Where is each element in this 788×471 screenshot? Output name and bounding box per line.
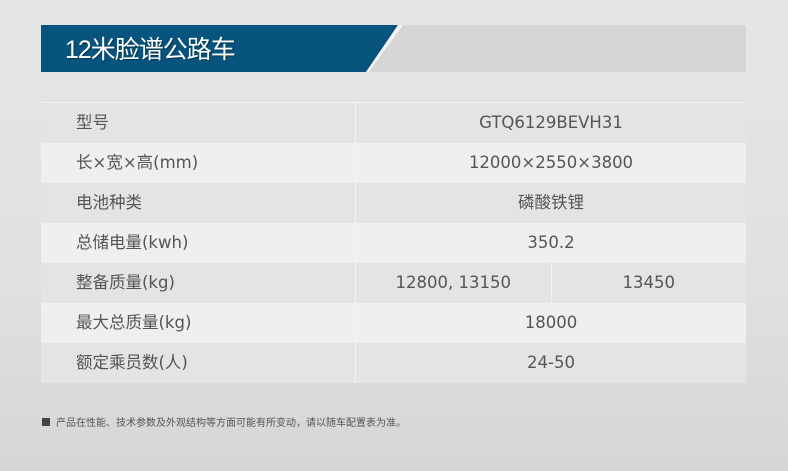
table-row: 额定乘员数(人) 24-50	[41, 343, 746, 383]
row-value: 12000×2550×3800	[468, 153, 634, 172]
row-label: 长×宽×高(mm)	[41, 143, 356, 183]
row-label: 电池种类	[41, 183, 356, 223]
square-bullet-icon	[42, 417, 50, 426]
row-label: 最大总质量(kg)	[41, 303, 356, 343]
table-row: 型号 GTQ6129BEVH31	[41, 103, 746, 143]
table-row: 最大总质量(kg) 18000	[41, 303, 746, 343]
row-label: 额定乘员数(人)	[41, 343, 356, 383]
row-value: 13450	[550, 263, 747, 303]
row-value: 12800, 13150	[395, 273, 511, 292]
row-label: 型号	[41, 103, 356, 143]
table-row: 长×宽×高(mm) 12000×2550×3800	[41, 143, 746, 183]
disclaimer-text: 产品在性能、技术参数及外观结构等方面可能有所变动，请以随车配置表为准。	[56, 418, 406, 429]
row-value: 18000	[524, 313, 578, 332]
row-label: 整备质量(kg)	[41, 263, 356, 303]
row-value: 磷酸铁锂	[518, 193, 584, 212]
table-row: 电池种类 磷酸铁锂	[41, 183, 746, 223]
spec-table: 型号 GTQ6129BEVH31 长×宽×高(mm) 12000×2550×38…	[41, 102, 746, 383]
row-value: 350.2	[527, 233, 575, 252]
disclaimer: 产品在性能、技术参数及外观结构等方面可能有所变动，请以随车配置表为准。	[42, 414, 406, 429]
page-title: 12米脸谱公路车	[65, 36, 236, 64]
row-label: 总储电量(kwh)	[41, 223, 356, 263]
row-value: 24-50	[527, 353, 575, 372]
banner-accent	[41, 25, 398, 72]
table-row: 整备质量(kg) 12800, 13150 13450	[41, 263, 746, 303]
title-banner: 12米脸谱公路车	[41, 25, 746, 72]
table-row: 总储电量(kwh) 350.2	[41, 223, 746, 263]
row-value: GTQ6129BEVH31	[479, 113, 623, 132]
